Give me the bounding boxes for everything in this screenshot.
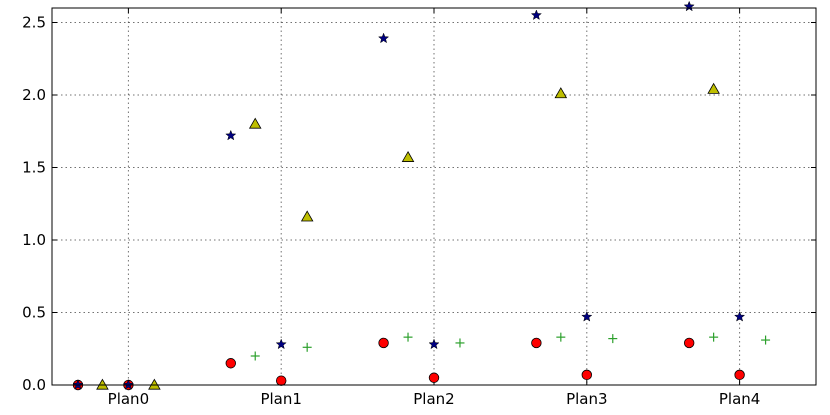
y-tick-label: 1.5	[22, 159, 46, 177]
circle-point	[734, 369, 745, 381]
star-point	[530, 9, 542, 21]
circle-point	[276, 375, 287, 386]
plus-point	[455, 338, 465, 348]
x-tick-label: Plan1	[260, 390, 301, 408]
plus-point	[709, 332, 719, 342]
y-tick-label: 1.0	[22, 231, 46, 249]
star-point	[581, 310, 593, 322]
y-tick-label: 0.0	[22, 376, 46, 394]
x-tick-label: Plan4	[719, 390, 760, 408]
star-point	[225, 129, 237, 141]
triangle-point	[401, 150, 415, 162]
plus-point	[250, 351, 260, 361]
circle-point	[378, 337, 389, 349]
triangle-point	[248, 117, 262, 129]
star-point	[428, 338, 440, 350]
plus-point	[302, 342, 312, 352]
triangle-point	[707, 82, 720, 94]
x-tick-label: Plan3	[566, 390, 607, 408]
plus-point	[556, 332, 566, 342]
triangle-point	[554, 87, 568, 99]
x-tick-label: Plan0	[108, 390, 149, 408]
data-points	[72, 0, 771, 391]
star-point	[733, 310, 746, 322]
plus-point	[608, 334, 618, 344]
star-point	[683, 0, 695, 12]
y-tick-label: 0.5	[22, 304, 46, 322]
grid	[52, 8, 816, 385]
y-tick-label: 2.0	[22, 86, 46, 104]
tick-labels: 0.0 0.5 1.0 1.5 2.0 2.5 Plan0 Plan1 Plan2 Plan3 Pl…	[22, 14, 760, 409]
circle-point	[683, 337, 695, 349]
plus-point	[403, 332, 413, 342]
plot-frame	[51, 7, 817, 386]
plus-point	[761, 335, 771, 345]
triangle-point	[300, 210, 314, 222]
star-point	[275, 338, 287, 350]
triangle-point	[96, 378, 109, 390]
circle-point	[531, 337, 542, 349]
x-tick-label: Plan2	[413, 390, 454, 408]
circle-point	[225, 358, 236, 369]
star-point	[377, 32, 390, 44]
triangle-point	[148, 378, 161, 390]
circle-point	[428, 372, 440, 383]
circle-point	[581, 369, 593, 381]
y-tick-label: 2.5	[22, 14, 46, 32]
